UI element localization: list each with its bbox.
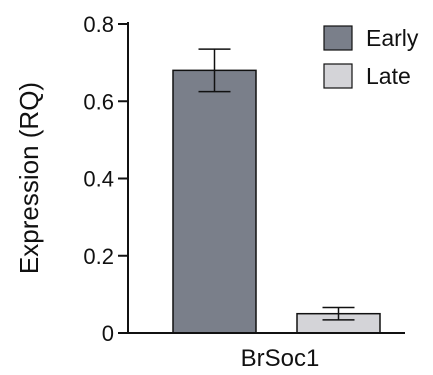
y-tick-label: 0.6 [83,89,114,114]
y-axis: 0 0.2 0.4 0.6 0.8 [83,12,129,346]
legend-swatch-early [323,25,353,51]
bar-early [172,69,257,334]
legend-label-late: Late [366,63,411,89]
y-tick-label: 0.8 [83,12,114,37]
x-axis: BrSoc1 [128,332,405,372]
legend-swatch-late [323,63,353,89]
legend: Early Late [323,25,419,89]
bars [172,48,381,334]
y-axis-label: Expression (RQ) [14,82,44,274]
y-tick-label: 0 [102,321,114,346]
y-tick-label: 0.4 [83,167,114,192]
legend-label-early: Early [366,25,419,51]
x-tick-label: BrSoc1 [241,345,320,372]
y-tick-label: 0.2 [83,244,114,269]
